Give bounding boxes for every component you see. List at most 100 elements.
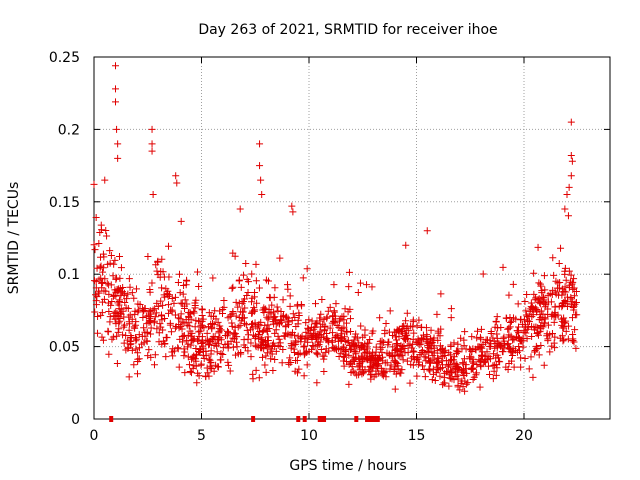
data-point (124, 290, 132, 298)
data-point (91, 246, 99, 254)
data-point (157, 297, 165, 305)
data-point (208, 325, 216, 333)
data-point (509, 344, 517, 352)
data-point (329, 329, 337, 337)
data-point (431, 377, 439, 385)
data-point (244, 278, 252, 286)
data-point (138, 305, 146, 313)
data-point (97, 311, 105, 319)
data-point (124, 344, 132, 352)
data-point (189, 336, 197, 344)
data-point (469, 358, 477, 366)
data-point (181, 296, 189, 304)
data-point (316, 317, 324, 325)
data-point (484, 362, 492, 370)
data-point (176, 270, 184, 278)
data-point (320, 333, 328, 341)
data-point (492, 371, 500, 379)
data-point (370, 373, 378, 381)
data-point (557, 244, 565, 252)
data-point (383, 349, 391, 357)
data-point (558, 317, 566, 325)
data-point (464, 379, 472, 387)
data-point (447, 314, 455, 322)
data-point (413, 372, 421, 380)
data-point (165, 309, 173, 317)
data-point (338, 330, 346, 338)
data-point (104, 327, 112, 335)
data-point (196, 327, 204, 335)
data-point (442, 357, 450, 365)
data-point (259, 328, 267, 336)
data-point (499, 263, 507, 271)
data-point (486, 343, 494, 351)
data-point (493, 351, 501, 359)
data-point (492, 317, 500, 325)
data-point (348, 360, 356, 368)
data-point (187, 355, 195, 363)
data-point (499, 348, 507, 356)
data-point (571, 311, 579, 319)
data-point (330, 281, 338, 289)
data-point (533, 308, 541, 316)
data-point (429, 336, 437, 344)
data-point (529, 373, 537, 381)
data-point (344, 338, 352, 346)
data-point (165, 242, 173, 250)
data-point (226, 367, 234, 375)
data-point (272, 347, 280, 355)
data-point (441, 379, 449, 387)
data-point (255, 335, 263, 343)
data-point (563, 191, 571, 199)
data-point (174, 314, 182, 322)
data-point (209, 274, 217, 282)
data-point (454, 348, 462, 356)
data-point (493, 313, 501, 321)
data-point (174, 279, 182, 287)
data-point (340, 316, 348, 324)
data-point (120, 291, 128, 299)
data-point (521, 354, 529, 362)
data-point (388, 352, 396, 360)
data-point (506, 323, 514, 331)
data-point (185, 312, 193, 320)
data-point (523, 290, 531, 298)
data-point (249, 331, 257, 339)
data-point (312, 349, 320, 357)
data-point (462, 361, 470, 369)
data-point (320, 352, 328, 360)
data-point (322, 348, 330, 356)
data-point (551, 333, 559, 341)
data-point (460, 336, 468, 344)
data-point (505, 331, 513, 339)
data-point (322, 345, 330, 353)
data-point (409, 318, 417, 326)
data-point (539, 323, 547, 331)
data-point (136, 300, 144, 308)
x-tick-label: 15 (408, 428, 426, 444)
data-point (219, 351, 227, 359)
data-point (566, 281, 574, 289)
data-point (252, 366, 260, 374)
data-point (285, 360, 293, 368)
data-point (94, 329, 102, 337)
data-point (220, 297, 228, 305)
data-point (534, 331, 542, 339)
data-point (445, 382, 453, 390)
data-point (282, 323, 290, 331)
data-point (567, 118, 575, 126)
data-point (541, 319, 549, 327)
data-point (391, 385, 399, 393)
data-point (352, 348, 360, 356)
data-point (145, 317, 153, 325)
data-point (399, 356, 407, 364)
data-point (237, 348, 245, 356)
data-point (291, 367, 299, 375)
data-point (264, 315, 272, 323)
data-point (568, 157, 576, 165)
data-point (346, 359, 354, 367)
data-point (184, 343, 192, 351)
data-point (116, 253, 124, 261)
data-point (294, 301, 302, 309)
data-point (90, 241, 98, 249)
